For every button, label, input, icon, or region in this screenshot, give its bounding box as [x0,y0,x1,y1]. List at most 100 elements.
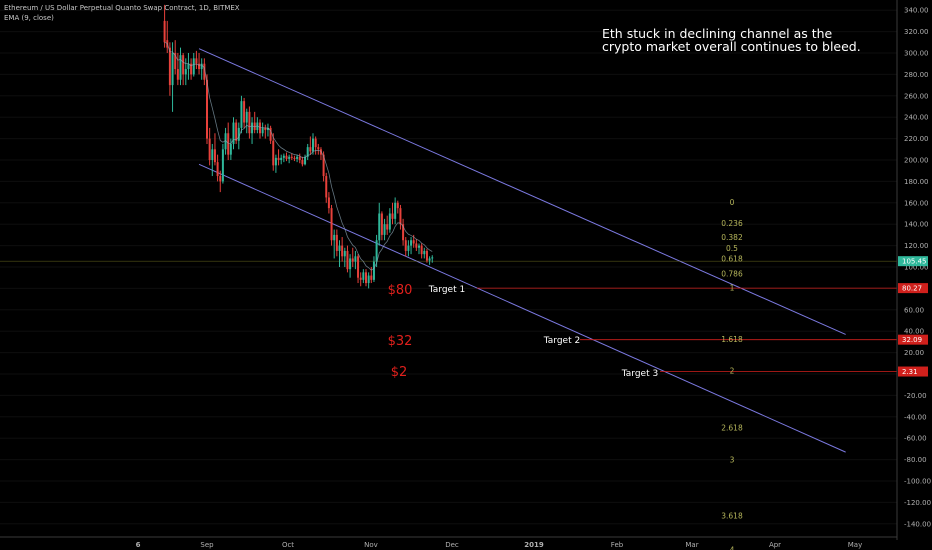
price-tick-label: -20.00 [904,392,927,400]
target-price-label: $2 [391,365,408,380]
price-tick-label: -120.00 [904,499,931,507]
fib-levels: 0 0.236 0.382 0.5 0.618 0.786 1 1.618 2 2.618 3 3.6… [721,198,743,550]
target-lines [0,260,897,372]
target-price-label: $80 [388,283,413,298]
candle-body [232,122,235,144]
candle-body [259,122,261,134]
candle-body [343,250,346,257]
price-tick-label: 200.00 [904,157,929,165]
price-tick-label: 240.00 [904,114,929,122]
fib-level-label: 0.5 [726,244,738,253]
price-tick-label: -80.00 [904,456,927,464]
annotation-line-1: Eth stuck in declining channel as the [602,26,833,41]
candle-body [296,156,299,159]
fib-level-label: 0 [730,198,735,207]
candle-body [243,101,246,123]
candle-body [335,234,338,251]
fib-level-label: 0.786 [721,269,743,278]
indicator-label: EMA (9, close) [4,14,54,22]
channel-lines [198,48,846,453]
price-tick-label: 100.00 [904,264,929,272]
target-price-badge-text: 32.09 [902,336,922,344]
candle-body [171,53,174,86]
candle-body [253,122,256,131]
candle-body [317,147,320,150]
price-tick-label: 60.00 [904,306,924,314]
grid [0,9,897,525]
target-price-badge-text: 80.27 [902,285,922,293]
candle-body [176,69,179,80]
candle-body [380,213,383,235]
channel-line [198,163,846,453]
candle-body [277,157,280,160]
annotation-line-2: crypto market overall continues to bleed… [602,39,861,54]
candle-body [208,138,211,160]
candle-body [428,258,431,261]
candle-body [179,55,182,80]
instrument-title: Ethereum / US Dollar Perpetual Quanto Sw… [4,4,240,12]
candle-body [412,240,415,244]
candle-body [388,213,391,230]
candle-body [187,63,190,70]
price-tick-label: -140.00 [904,520,931,528]
candle-body [370,275,373,280]
candle-body [211,149,214,160]
fib-level-label: 3 [730,456,735,465]
time-tick-label: Dec [445,541,459,549]
candle-body [203,63,206,80]
candle-body [418,245,420,248]
target-label: Target 1 [428,285,465,295]
candle-body [248,111,251,134]
candle-body [288,156,291,159]
candle-body [306,147,309,157]
fib-level-label: 0.236 [721,219,743,228]
candle-body [198,63,201,70]
candle-body [351,258,354,262]
candle-body [184,69,187,75]
fib-level-label: 1.618 [721,335,743,344]
candle-body [280,157,283,160]
candle-body [293,157,296,159]
target-price-badge-text: 2.31 [902,368,918,376]
last-price-badge [898,256,928,267]
candle-body [330,208,333,241]
price-tick-label: 300.00 [904,50,929,58]
candle-body [346,250,349,270]
target-label: Target 2 [543,336,580,346]
fib-level-label: 3.618 [721,511,743,520]
candle-body [383,224,386,235]
candle-body [362,272,365,280]
candle-body [402,224,405,241]
price-tick-label: 20.00 [904,349,924,357]
time-tick-label: Sep [200,541,214,549]
candle-body [399,208,402,225]
candle-body [269,127,272,141]
candle-body [190,63,193,75]
candle-body [304,156,307,165]
candle-body [425,250,428,261]
time-axis: 6 Sep Oct Nov Dec 2019 Feb Mar Apr May [0,536,897,549]
candle-body [219,176,222,182]
candle-body [396,202,399,209]
time-tick-label: Mar [685,541,698,549]
candles [163,4,434,289]
candle-body [229,143,232,155]
fib-level-label: 4 [730,546,735,550]
candle-body [378,213,381,241]
candle-body [298,156,301,160]
time-tick-label: Oct [282,541,294,549]
candle-body [168,47,171,86]
price-tick-label: 340.00 [904,7,929,15]
candle-body [341,245,344,257]
last-price-badge-text: 105.45 [902,258,927,266]
price-tick-label: 40.00 [904,328,924,336]
price-tick-label: 160.00 [904,199,929,207]
candle-body [227,133,230,155]
candle-body [325,176,328,198]
fib-level-label: 0.382 [721,233,743,242]
time-tick-label: 2019 [524,541,544,549]
candle-body [322,154,325,177]
candle-body [410,240,413,246]
candle-body [365,272,367,284]
